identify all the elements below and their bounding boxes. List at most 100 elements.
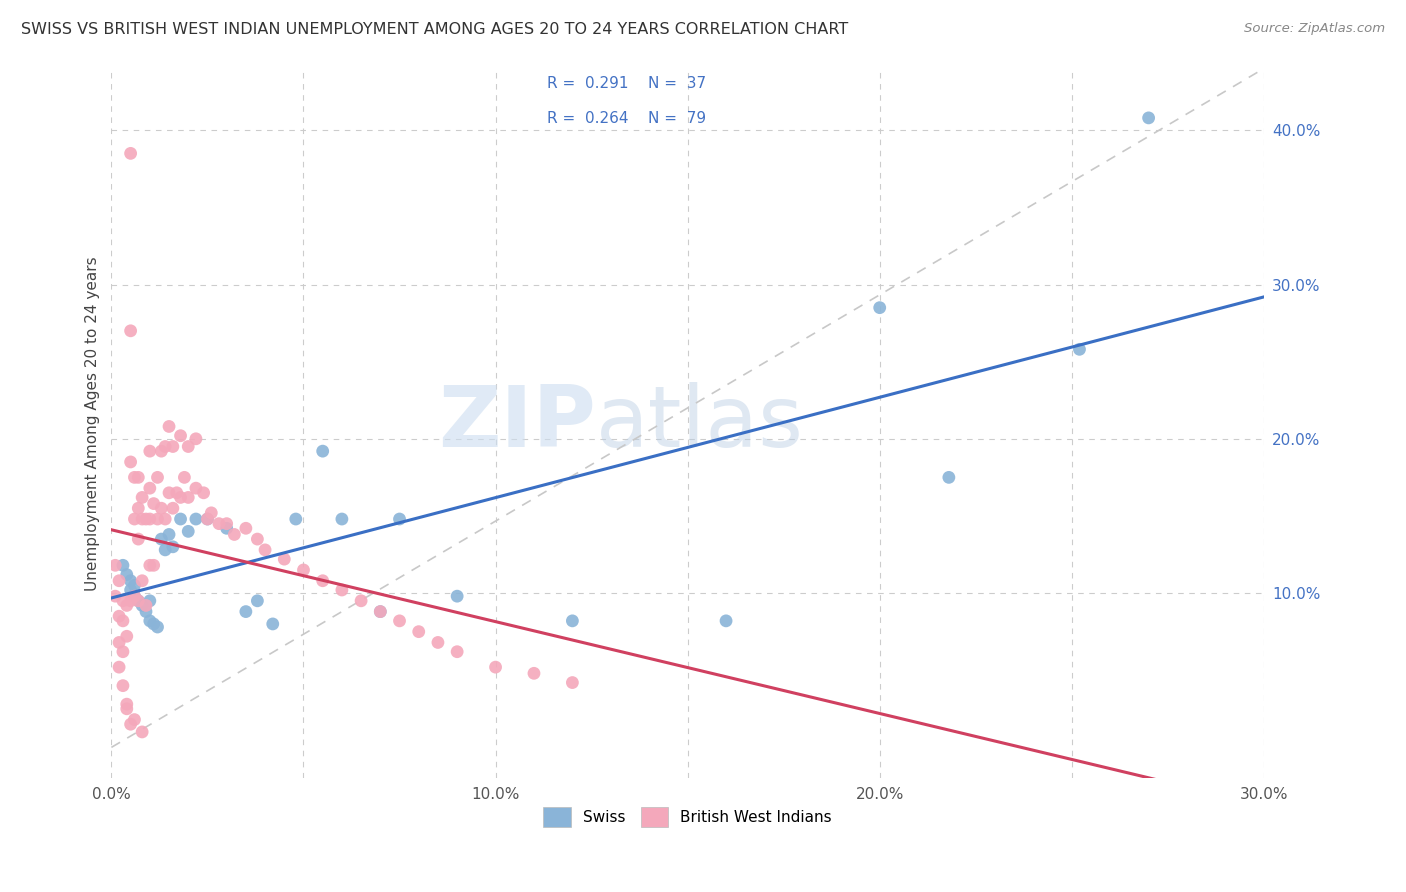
Point xyxy=(115,702,138,716)
Point xyxy=(139,594,162,608)
Point xyxy=(215,521,238,535)
Point xyxy=(388,512,411,526)
Point xyxy=(142,497,165,511)
Point xyxy=(104,558,127,573)
Point xyxy=(177,524,200,539)
Text: SWISS VS BRITISH WEST INDIAN UNEMPLOYMENT AMONG AGES 20 TO 24 YEARS CORRELATION : SWISS VS BRITISH WEST INDIAN UNEMPLOYMEN… xyxy=(21,22,848,37)
Point xyxy=(115,567,138,582)
Point xyxy=(426,635,449,649)
Point xyxy=(312,574,335,588)
Point xyxy=(153,542,176,557)
Point xyxy=(169,491,191,505)
Point xyxy=(111,679,134,693)
Point xyxy=(162,540,184,554)
Point xyxy=(938,470,960,484)
Point xyxy=(446,589,468,603)
Point xyxy=(1137,111,1160,125)
Point xyxy=(330,582,353,597)
Point xyxy=(120,594,142,608)
Point xyxy=(162,501,184,516)
Point xyxy=(120,455,142,469)
Point xyxy=(131,574,153,588)
Point xyxy=(146,620,169,634)
Point xyxy=(135,512,157,526)
Point xyxy=(446,645,468,659)
Point xyxy=(215,516,238,531)
Point xyxy=(350,594,373,608)
Point xyxy=(208,516,231,531)
Point xyxy=(135,605,157,619)
Point xyxy=(523,666,546,681)
Point xyxy=(235,605,257,619)
Point xyxy=(120,582,142,597)
Point xyxy=(150,501,173,516)
Point xyxy=(246,532,269,546)
Point xyxy=(124,578,146,592)
Point xyxy=(184,512,207,526)
Legend: Swiss, British West Indians: Swiss, British West Indians xyxy=(536,799,839,834)
Text: Source: ZipAtlas.com: Source: ZipAtlas.com xyxy=(1244,22,1385,36)
Point xyxy=(184,481,207,495)
Point xyxy=(131,599,153,613)
Point xyxy=(111,558,134,573)
Text: R =  0.264    N =  79: R = 0.264 N = 79 xyxy=(547,112,706,127)
Point xyxy=(153,512,176,526)
Point xyxy=(408,624,430,639)
Point xyxy=(131,725,153,739)
Point xyxy=(131,491,153,505)
Point xyxy=(104,589,127,603)
Point xyxy=(108,574,131,588)
Point xyxy=(235,521,257,535)
Point xyxy=(193,485,215,500)
Point xyxy=(166,485,188,500)
Point xyxy=(173,470,195,484)
Point xyxy=(127,470,149,484)
Point xyxy=(150,444,173,458)
Point xyxy=(124,589,146,603)
Point xyxy=(139,444,162,458)
Point xyxy=(292,563,315,577)
Point xyxy=(127,532,149,546)
Point xyxy=(127,594,149,608)
Point xyxy=(869,301,891,315)
Point xyxy=(120,146,142,161)
Point xyxy=(108,609,131,624)
Point xyxy=(135,599,157,613)
Point xyxy=(162,440,184,454)
Point xyxy=(177,440,200,454)
Point xyxy=(111,594,134,608)
Point xyxy=(124,589,146,603)
Point xyxy=(139,614,162,628)
Point xyxy=(273,552,295,566)
Point xyxy=(139,558,162,573)
Point xyxy=(388,614,411,628)
Point xyxy=(120,324,142,338)
Point xyxy=(157,419,180,434)
Point xyxy=(157,527,180,541)
Point xyxy=(153,440,176,454)
Point xyxy=(224,527,246,541)
Point xyxy=(146,512,169,526)
Point xyxy=(150,532,173,546)
Point xyxy=(146,470,169,484)
Point xyxy=(139,512,162,526)
Point xyxy=(246,594,269,608)
Point xyxy=(124,713,146,727)
Point xyxy=(169,512,191,526)
Point xyxy=(368,605,391,619)
Point xyxy=(312,444,335,458)
Point xyxy=(115,599,138,613)
Point xyxy=(262,616,284,631)
Point xyxy=(254,542,277,557)
Point xyxy=(1069,343,1091,357)
Point xyxy=(142,616,165,631)
Point xyxy=(120,574,142,588)
Point xyxy=(330,512,353,526)
Text: ZIP: ZIP xyxy=(437,382,596,465)
Point xyxy=(184,432,207,446)
Point xyxy=(197,512,219,526)
Text: atlas: atlas xyxy=(596,382,803,465)
Point xyxy=(284,512,307,526)
Point xyxy=(127,501,149,516)
Point xyxy=(139,481,162,495)
